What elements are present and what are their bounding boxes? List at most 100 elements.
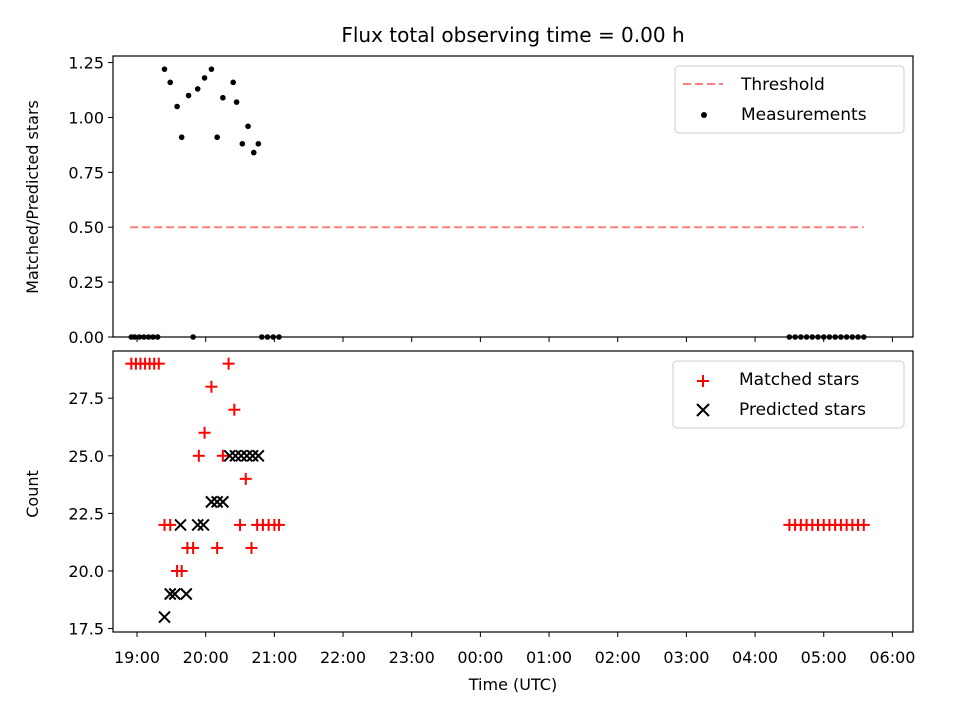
measurement-point (855, 334, 861, 340)
measurement-point (239, 141, 246, 147)
x-tick-label: 23:00 (389, 648, 435, 667)
measurement-point (803, 334, 810, 340)
measurement-point (264, 334, 271, 340)
matched-star-point (245, 541, 258, 554)
predicted-star-point (223, 449, 236, 463)
count-y-tick-label: 17.5 (68, 620, 104, 639)
measurement-point (832, 334, 838, 340)
predicted-star-point (180, 587, 193, 601)
predicted-star-point (252, 449, 265, 463)
ratio-panel: 0.00 0.25 0.50 0.75 1.00 1.25 Matched/Predict… (23, 54, 914, 347)
measurement-point (849, 334, 856, 340)
ratio-y-tick-label: 1.00 (68, 108, 104, 127)
x-tick-label: 20:00 (183, 648, 229, 667)
matched-star-point (192, 449, 205, 462)
legend-predicted-label: Predicted stars (739, 400, 866, 420)
x-tick-label: 04:00 (732, 648, 778, 667)
measurement-point (208, 66, 215, 72)
x-tick-label: 19:00 (114, 648, 160, 667)
predicted-star-point (216, 495, 230, 509)
measurement-point (860, 334, 867, 340)
count-y-tick-label: 27.5 (68, 389, 104, 408)
x-tick-label: 01:00 (526, 648, 572, 667)
x-tick-label: 05:00 (801, 648, 847, 667)
x-axis-label: Time (UTC) (468, 675, 557, 694)
measurement-point (141, 334, 147, 340)
matched-star-point (216, 449, 229, 462)
count-panel: 17.5 20.0 22.5 25.0 27.5 19:00 20:00 21:00 22:0… (23, 350, 915, 694)
count-panel-frame (112, 350, 914, 633)
matched-star-point (205, 380, 218, 393)
predicted-star-point (174, 518, 187, 532)
measurement-point (161, 66, 168, 72)
x-tick-label: 06:00 (869, 648, 915, 667)
legend-threshold-label: Threshold (740, 75, 825, 95)
ratio-panel-frame (112, 55, 914, 338)
predicted-star-point (191, 518, 204, 532)
measurement-points-layer (128, 66, 867, 340)
measurement-point (809, 334, 816, 340)
matched-star-point (234, 518, 247, 531)
matched-star-point (198, 426, 211, 439)
matched-star-point (187, 541, 200, 554)
ratio-y-tick-label: 1.25 (68, 54, 104, 73)
ratio-y-tick-label: 0.25 (68, 273, 104, 292)
count-points-layer (125, 357, 870, 624)
matched-star-point (222, 357, 235, 370)
count-legend-frame (672, 360, 905, 429)
matched-star-point (175, 564, 188, 577)
measurement-point (194, 86, 201, 92)
predicted-star-point (240, 449, 254, 463)
count-y-axis-label: Count (23, 470, 42, 518)
matched-star-point (239, 472, 252, 485)
count-y-tick-label: 20.0 (68, 562, 104, 581)
ratio-legend: Threshold Measurements (674, 65, 905, 134)
measurement-point (131, 334, 138, 340)
legend-measurements-swatch (701, 112, 707, 118)
measurement-point (185, 92, 192, 99)
measurement-point (270, 334, 277, 340)
legend-matched-swatch (697, 375, 709, 387)
x-tick-label: 22:00 (320, 648, 366, 667)
measurement-point (230, 79, 236, 86)
measurement-point (276, 334, 282, 340)
count-x-axis: 19:00 20:00 21:00 22:00 23:00 00:00 01:00 02:00… (114, 632, 915, 667)
ratio-legend-frame (674, 65, 905, 134)
measurement-point (826, 334, 833, 340)
measurement-point (258, 334, 265, 340)
measurement-point (233, 99, 240, 105)
measurement-point (255, 141, 262, 147)
count-legend: Matched stars Predicted stars (672, 360, 905, 429)
predicted-star-point (168, 587, 182, 601)
count-y-tick-label: 22.5 (68, 504, 104, 523)
measurement-point (201, 75, 208, 81)
x-tick-label: 00:00 (457, 648, 503, 667)
predicted-star-point (234, 449, 248, 463)
ratio-y-tick-label: 0.50 (68, 218, 104, 237)
x-tick-label: 03:00 (663, 648, 709, 667)
measurement-point (798, 334, 804, 340)
measurement-point (150, 334, 156, 340)
measurement-point (250, 149, 257, 156)
matched-star-point (272, 518, 285, 531)
chart-title: Flux total observing time = 0.00 h (341, 23, 684, 47)
measurement-point (174, 103, 180, 110)
predicted-star-point (229, 449, 242, 463)
matched-star-point (228, 403, 241, 416)
measurement-point (245, 123, 251, 130)
matched-star-point (857, 518, 870, 531)
matched-star-point (152, 357, 165, 370)
measurement-point (178, 134, 185, 141)
predicted-star-point (158, 610, 171, 624)
measurement-point (136, 334, 143, 340)
predicted-star-point (197, 518, 210, 532)
measurement-point (786, 334, 793, 340)
measurement-point (145, 334, 152, 340)
measurement-point (214, 134, 220, 141)
legend-matched-label: Matched stars (739, 370, 859, 390)
matched-star-point (164, 518, 177, 531)
ratio-y-tick-label: 0.75 (68, 163, 104, 182)
measurement-point (154, 334, 161, 340)
measurement-point (190, 334, 196, 340)
